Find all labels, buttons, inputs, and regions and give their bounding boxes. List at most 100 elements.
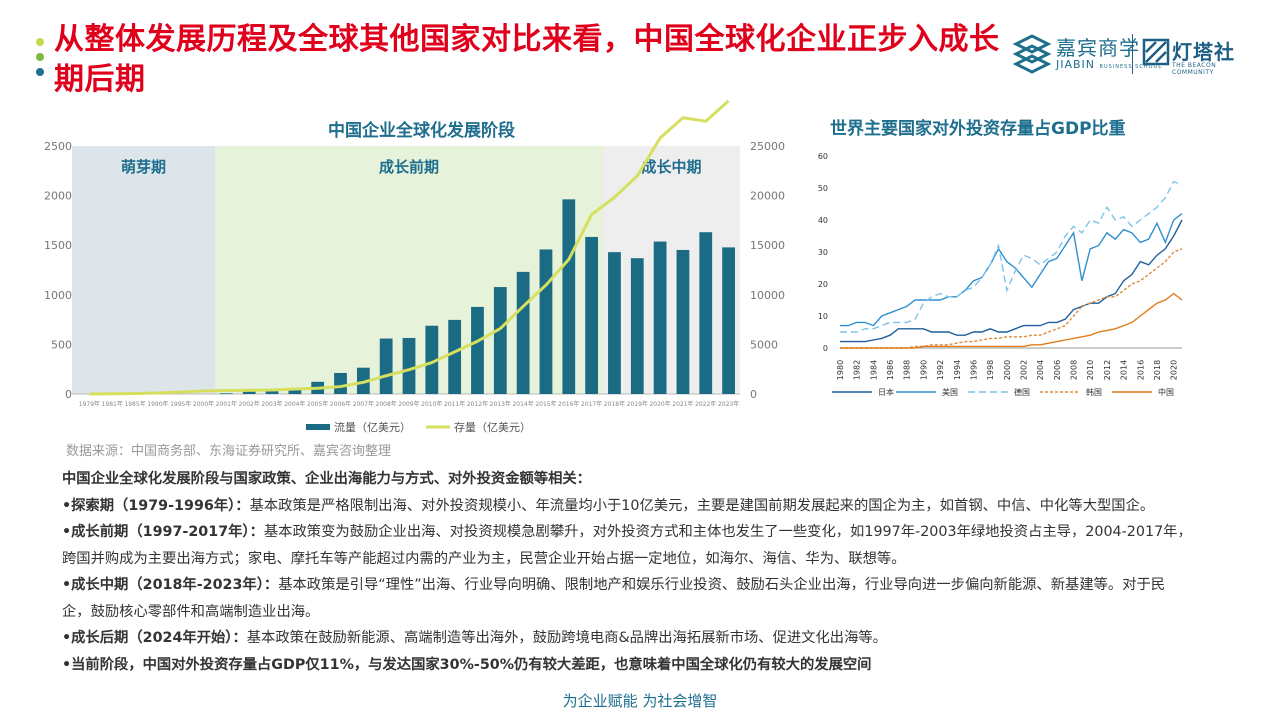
y-tick-label: 60 — [818, 152, 828, 161]
body-item-label: •成长前期（1997-2017年）： — [62, 524, 264, 540]
y-tick-label: 20 — [818, 280, 828, 289]
x-tick-label: 2010年 — [421, 400, 442, 408]
legend-label: 中国 — [1158, 387, 1174, 397]
left-y-tick-label: 2000 — [44, 190, 72, 203]
right-y-tick-label: 10000 — [750, 289, 785, 302]
jiabin-logo-en: JIABIN BUSINESS SCHOOL — [1056, 58, 1162, 71]
body-item-text: 基本政策是严格限制出海、对外投资规模小、年流量均小于10亿美元，主要是建国前期发… — [249, 497, 1155, 514]
phase-label: 成长中期 — [642, 158, 702, 176]
beacon-logo-icon — [1142, 38, 1170, 66]
right-y-tick-label: 0 — [750, 388, 757, 401]
logo-separator — [1132, 34, 1133, 74]
left-y-tick-label: 1500 — [44, 239, 72, 252]
jiabin-logo-text: 嘉宾商学 — [1056, 36, 1140, 60]
bullet-dot-2 — [36, 53, 44, 61]
logo-area: 嘉宾商学 JIABIN BUSINESS SCHOOL 灯塔社 THE BEAC… — [1010, 30, 1260, 80]
body-item-label: •成长中期（2018年-2023年）： — [62, 577, 279, 593]
jiabin-logo-en-main: JIABIN — [1056, 58, 1096, 71]
x-tick-label: 2009年 — [398, 400, 419, 408]
chart2-title: 世界主要国家对外投资存量占GDP比重 — [830, 119, 1126, 139]
flow-bar — [722, 247, 735, 394]
footer-slogan: 为企业赋能 为社会增智 — [562, 692, 718, 710]
legend-label: 日本 — [878, 387, 894, 397]
beacon-logo-text: 灯塔社 — [1172, 40, 1235, 64]
x-tick-label: 2019年 — [627, 400, 648, 408]
x-tick-label: 2011年 — [444, 400, 465, 408]
page-title: 从整体发展历程及全球其他国家对比来看，中国全球化企业正步入成长期后期 — [54, 22, 1000, 97]
x-tick-label: 1986 — [886, 360, 895, 380]
flow-bar — [608, 252, 621, 394]
x-tick-label: 1984 — [869, 360, 878, 380]
bullet-dot-1 — [36, 38, 44, 46]
x-tick-label: 1985年 — [124, 400, 145, 408]
beacon-logo-en: THE BEACON COMMUNITY — [1172, 62, 1217, 76]
x-tick-label: 1996 — [969, 360, 978, 380]
flow-bar — [242, 391, 256, 394]
x-tick-label: 2014年 — [512, 400, 533, 408]
right-y-tick-label: 5000 — [750, 338, 778, 351]
x-tick-label: 2016 — [1136, 360, 1145, 380]
x-tick-label: 1994 — [953, 360, 962, 380]
series-line — [840, 213, 1183, 327]
flow-bar — [676, 249, 690, 394]
x-tick-label: 2023年 — [718, 400, 739, 408]
x-tick-label: 2018 — [1153, 360, 1162, 380]
legend-label: 韩国 — [1086, 387, 1102, 397]
x-tick-label: 1988 — [903, 360, 912, 380]
series-line — [840, 292, 1183, 349]
body-intro: 中国企业全球化发展阶段与国家政策、企业出海能力与方式、对外投资金额等相关： — [62, 471, 591, 487]
x-tick-label: 2008 — [1070, 360, 1079, 380]
x-tick-label: 1979年 — [79, 400, 100, 408]
body-item-label: •成长后期（2024年开始）： — [62, 630, 247, 646]
series-line — [840, 219, 1183, 343]
x-tick-label: 2010 — [1086, 360, 1095, 380]
right-y-tick-label: 15000 — [750, 239, 785, 252]
x-tick-label: 2004 — [1036, 360, 1045, 380]
x-tick-label: 1992 — [936, 360, 945, 380]
x-tick-label: 2002年 — [239, 400, 260, 408]
body-item-label: •探索期（1979-1996年）： — [62, 497, 250, 514]
flow-bar — [402, 337, 416, 394]
x-tick-label: 2022年 — [695, 400, 716, 408]
chart2-ofdi-gdp-line: 0 10 20 30 40 50 60 1980 1982 1984 1986 1988 1990 199… — [818, 152, 1183, 397]
flow-bar — [219, 393, 233, 394]
x-tick-label: 2012年 — [467, 400, 488, 408]
x-tick-label: 2015年 — [535, 400, 556, 408]
x-tick-label: 2020 — [1170, 360, 1179, 380]
stock-line — [89, 99, 730, 396]
x-tick-label: 2013年 — [490, 400, 511, 408]
chart1-stage-bar-line: 萌芽期 成长前期 成长中期05001000150020002500050001000… — [44, 99, 785, 434]
flow-bar — [265, 391, 279, 394]
left-y-tick-label: 1000 — [44, 289, 72, 302]
x-tick-label: 2021年 — [672, 400, 693, 408]
x-tick-label: 2006年 — [330, 400, 351, 408]
flow-bar — [539, 249, 553, 394]
y-tick-label: 10 — [818, 312, 828, 321]
flow-bar — [425, 325, 439, 394]
x-tick-label: 2020年 — [649, 400, 670, 408]
legend-swatch-flow — [306, 424, 330, 430]
x-tick-label: 2000年 — [193, 400, 214, 408]
legend-label: 德国 — [1014, 387, 1030, 397]
x-tick-label: 1980 — [836, 360, 845, 380]
x-tick-label: 2005年 — [307, 400, 328, 408]
legend-label-stock: 存量（亿美元） — [454, 420, 531, 434]
x-tick-label: 2014 — [1120, 360, 1129, 380]
body-item-growth-late: •成长后期（2024年开始）：基本政策在鼓励新能源、高端制造等出海外，鼓励跨境电… — [62, 625, 1192, 652]
left-y-tick-label: 0 — [65, 388, 72, 401]
right-y-tick-label: 25000 — [750, 140, 785, 153]
flow-bar — [653, 241, 667, 394]
x-tick-label: 2012 — [1103, 360, 1112, 380]
x-tick-label: 2001年 — [216, 400, 237, 408]
body-item-growth-early: •成长前期（1997-2017年）：基本政策变为鼓励企业出海、对投资规模急剧攀升… — [62, 519, 1192, 572]
x-tick-label: 1995年 — [170, 400, 191, 408]
left-y-tick-label: 500 — [51, 338, 72, 351]
x-tick-label: 1990 — [919, 360, 928, 380]
jiabin-logo-icon — [1012, 34, 1052, 74]
flow-bar — [699, 232, 713, 394]
flow-bar — [630, 258, 644, 394]
flow-bar — [493, 287, 507, 394]
source-note: 数据来源：中国商务部、东海证券研究所、嘉宾咨询整理 — [66, 444, 392, 459]
x-tick-label: 2007年 — [353, 400, 374, 408]
x-tick-label: 1982 — [853, 360, 862, 380]
